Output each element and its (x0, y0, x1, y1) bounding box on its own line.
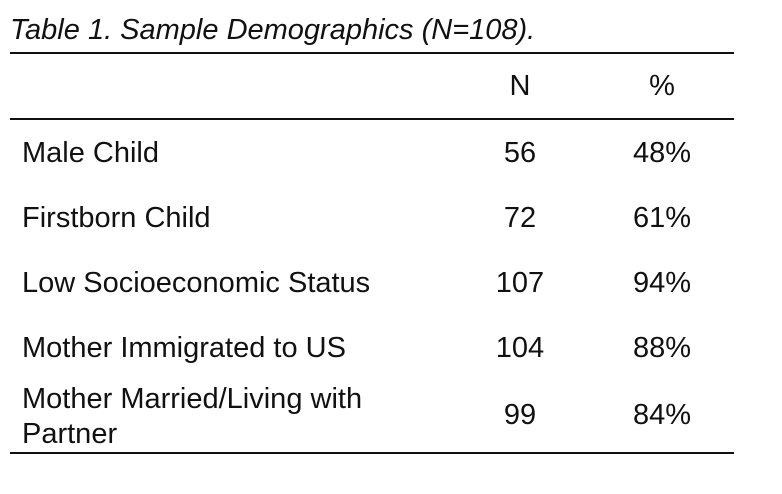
column-header-n: N (509, 70, 531, 102)
row-percent: 94% (632, 267, 692, 299)
row-n: 99 (503, 399, 537, 431)
row-percent: 88% (632, 332, 692, 364)
header-rule (10, 118, 734, 120)
row-label: Mother Married/Living with Partner (22, 383, 363, 450)
row-n: 107 (495, 267, 545, 299)
bottom-rule (10, 452, 734, 454)
row-label: Low Socioeconomic Status (22, 267, 371, 299)
row-n: 56 (503, 137, 537, 169)
row-label: Male Child (22, 137, 159, 169)
row-percent: 61% (632, 202, 692, 234)
column-header-percent: % (649, 70, 675, 102)
row-n: 104 (495, 332, 545, 364)
row-percent: 84% (632, 399, 692, 431)
row-n: 72 (503, 202, 537, 234)
row-label: Mother Immigrated to US (22, 332, 346, 364)
row-label: Firstborn Child (22, 202, 211, 234)
row-percent: 48% (632, 137, 692, 169)
table-caption: Table 1. Sample Demographics (N=108). (10, 14, 536, 46)
top-rule (10, 52, 734, 54)
